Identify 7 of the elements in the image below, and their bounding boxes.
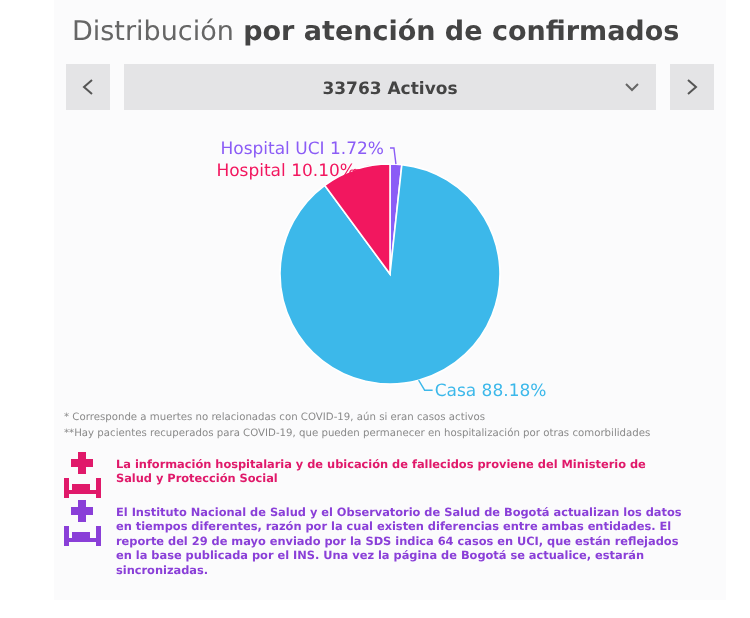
data-label: 1.72% [329, 140, 384, 160]
slice-label: Casa [434, 382, 477, 403]
slice-label: Hospital UCI [220, 140, 325, 160]
chart-subtitle: 33763 Activos [322, 80, 458, 100]
data-label: 88.18% [481, 382, 547, 403]
chart-title: Distribución por atención de confirmados [72, 16, 680, 48]
slice-label: Hospital [216, 162, 286, 182]
